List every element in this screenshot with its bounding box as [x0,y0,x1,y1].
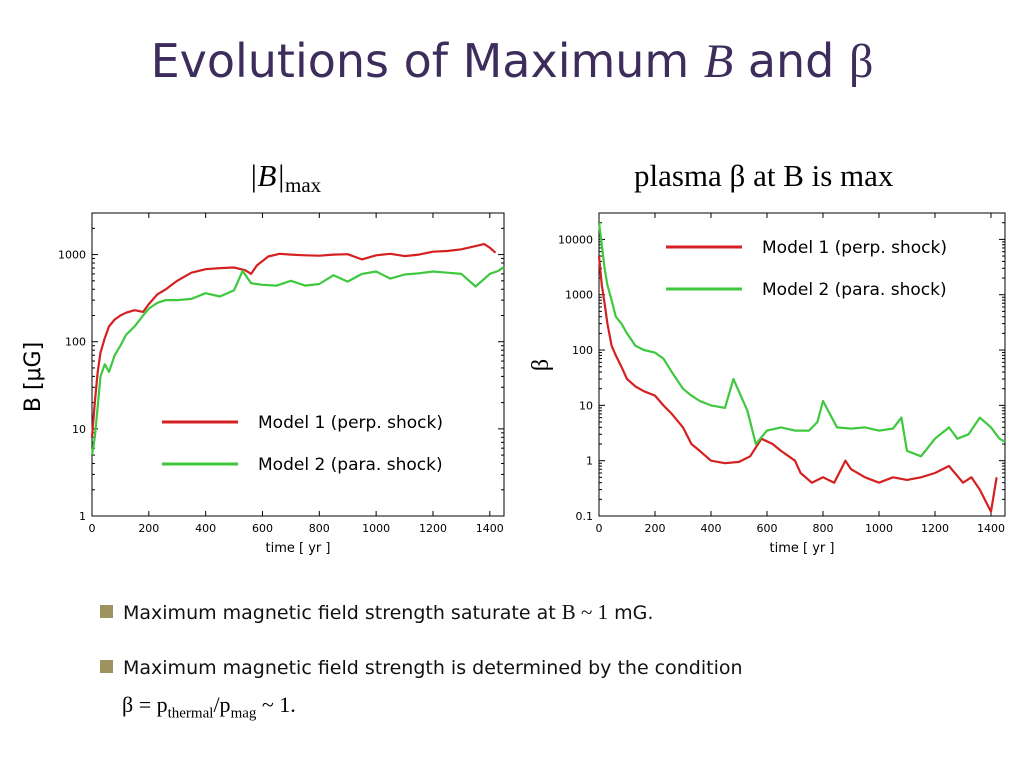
bullet-2-text: Maximum magnetic field strength is deter… [123,657,743,679]
right-y-axis-label: β [528,359,554,371]
y-tick-label: 1000 [58,249,86,262]
y-tick-label: 1000 [565,289,593,302]
legend-label-2: Model 2 (para. shock) [762,280,947,300]
left-panel-title-sub: max [284,173,322,197]
series-line-2 [90,266,505,456]
bullet-2: Maximum magnetic field strength is deter… [100,657,743,679]
x-tick-label: 200 [138,522,159,535]
y-tick-label: 10 [579,399,593,412]
title-text: Evolutions of Maximum [150,34,704,88]
y-tick-label: 10000 [558,233,593,246]
x-tick-label: 1200 [921,522,949,535]
x-tick-label: 1000 [362,522,390,535]
y-tick-label: 100 [65,336,86,349]
x-tick-label: 0 [89,522,96,535]
equation-lhs: β = p [122,692,168,717]
x-axis-label: time [ yr ] [266,541,331,556]
x-tick-label: 800 [813,522,834,535]
plot-frame [598,212,1006,517]
y-tick-label: 1 [79,510,86,523]
bullet-1-marker [100,605,113,618]
beta-chart: 0 200 400 600 800 1000 1200 1400 0.1 1 10 100 1000 10… [528,212,1006,556]
y-tick-label: 100 [572,344,593,357]
title-beta: β [849,35,874,88]
x-tick-label: 1400 [476,522,504,535]
bullet-1: Maximum magnetic field strength saturate… [100,600,653,625]
x-tick-label: 1400 [977,522,1005,535]
beta-equation: β = pthermal/pmag ~ 1. [122,692,296,722]
plot-frame [91,212,505,517]
series-line-1 [90,242,497,438]
x-tick-label: 400 [195,522,216,535]
x-tick-label: 0 [596,522,603,535]
right-panel-title: plasma β at B is max [634,158,894,193]
bullet-1-formula: B ~ 1 [561,600,609,624]
series-line-1 [597,255,998,513]
bullet-1-text: Maximum magnetic field strength saturate… [123,602,562,624]
title-variable: B [703,35,734,88]
y-tick-label: 1 [586,455,593,468]
left-panel-title: |B|max [249,158,321,198]
legend-label-2: Model 2 (para. shock) [258,455,443,475]
left-y-axis-label: B [μG] [18,332,48,422]
y-tick-label: 0.1 [576,510,594,523]
x-tick-label: 600 [252,522,273,535]
x-tick-label: 200 [645,522,666,535]
equation-sub-mag: mag [230,705,257,722]
x-tick-label: 1000 [865,522,893,535]
equation-sub-thermal: thermal [167,705,214,722]
legend-label-1: Model 1 (perp. shock) [762,238,947,258]
x-tick-label: 600 [757,522,778,535]
x-tick-label: 400 [701,522,722,535]
equation-mid: /p [213,692,231,717]
y-tick-label: 10 [72,423,86,436]
max-b-chart: 0 200 400 600 800 1000 1200 1400 1 10 100 1000 time … [58,212,505,556]
x-tick-label: 1200 [419,522,447,535]
x-axis-label: time [ yr ] [770,541,835,556]
slide-title: Evolutions of Maximum B and β [0,34,1024,89]
left-y-axis-label-text: B [μG] [21,342,46,412]
series-line-2 [597,222,1006,458]
bullet-2-marker [100,660,113,673]
bullet-1-unit: mG. [608,602,654,624]
x-tick-label: 800 [309,522,330,535]
equation-rhs: ~ 1. [256,692,296,717]
left-panel-title-main: |B| [249,158,285,193]
legend-label-1: Model 1 (perp. shock) [258,413,443,433]
title-conjunction: and [733,34,849,88]
